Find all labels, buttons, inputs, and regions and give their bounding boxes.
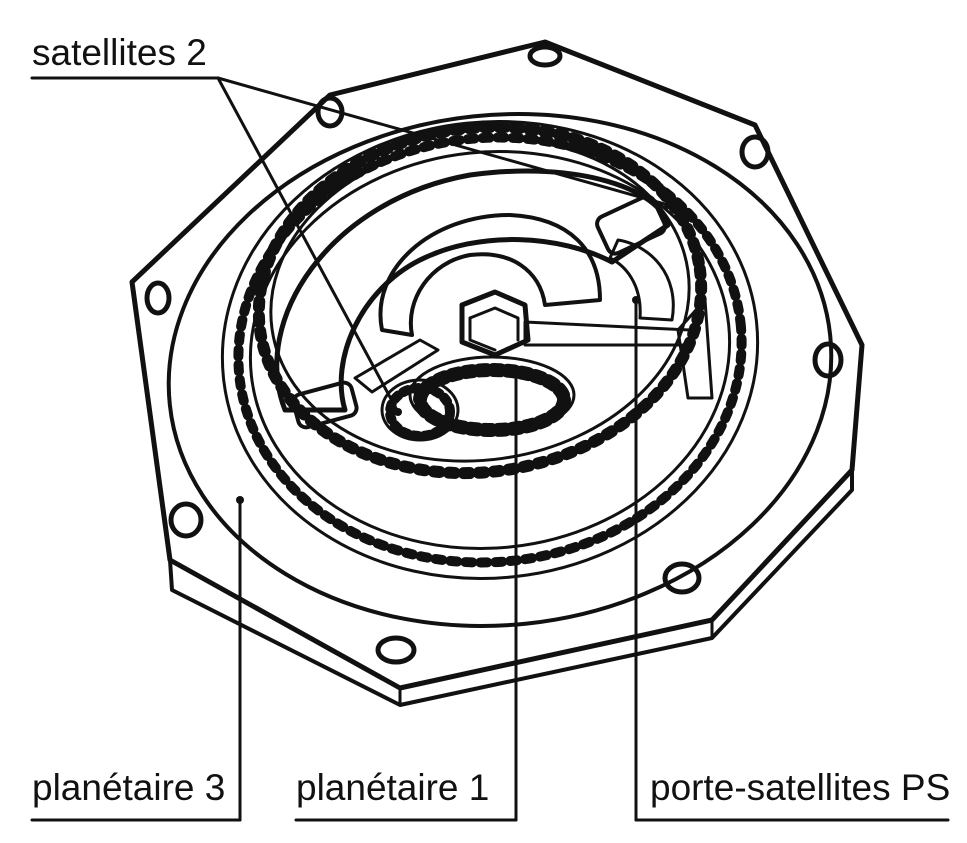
carrier-arm xyxy=(525,322,690,345)
carrier xyxy=(277,171,712,429)
bolt-hole xyxy=(742,137,768,167)
label-planetaire-3: planétaire 3 xyxy=(32,767,225,808)
bolt-hole xyxy=(171,504,201,536)
label-porte-satellites: porte-satellites PS xyxy=(650,767,950,808)
label-planetaire-1: planétaire 1 xyxy=(296,767,489,808)
bolt-hole xyxy=(378,638,414,662)
bolt-hole xyxy=(147,283,169,313)
bolt-hole xyxy=(530,47,560,65)
label-satellites: satellites 2 xyxy=(32,32,207,73)
bolt-hole xyxy=(815,344,841,376)
